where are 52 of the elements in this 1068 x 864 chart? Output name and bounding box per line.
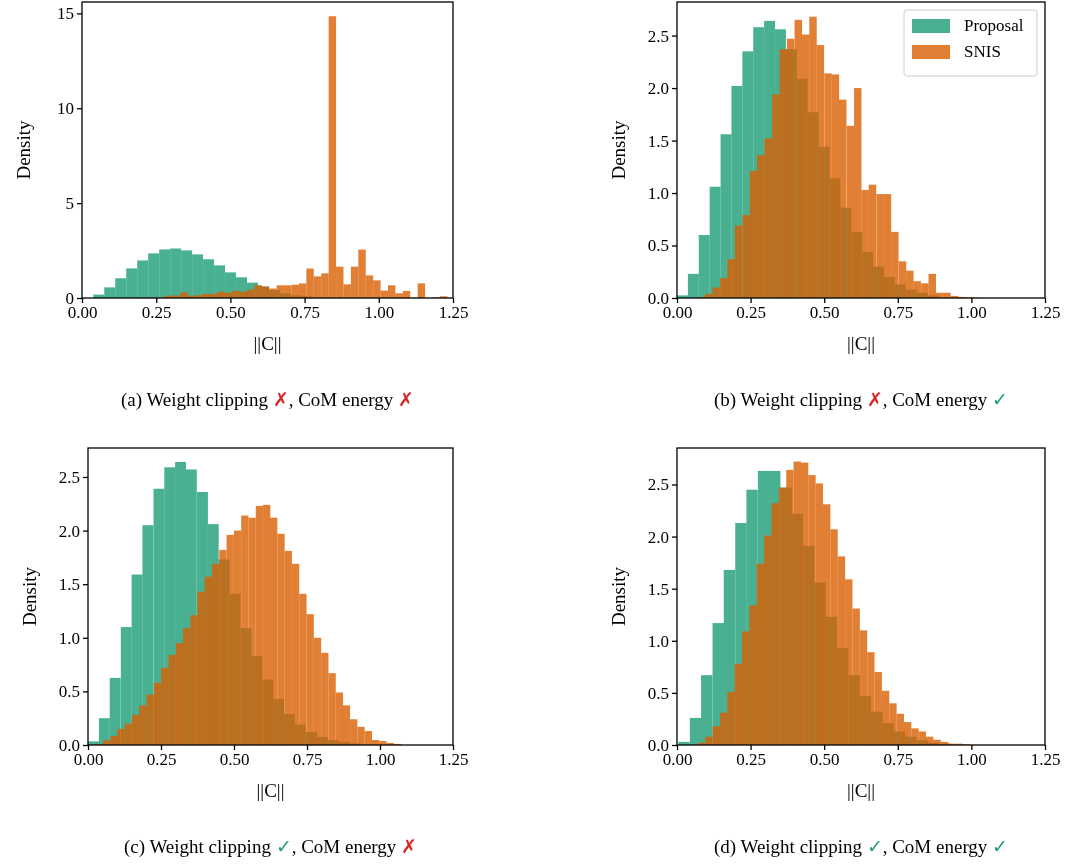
x-tick-label: 0.25 xyxy=(736,303,766,323)
y-axis-title: Density xyxy=(608,119,629,180)
y-tick-label: 1.5 xyxy=(647,131,669,151)
y-tick-label: 1.0 xyxy=(58,628,80,648)
x-tick-label: 1.00 xyxy=(957,303,987,323)
y-tick-label: 1.0 xyxy=(647,631,669,651)
y-tick-label: 15 xyxy=(57,4,74,24)
chart-title: (d) Weight clipping ✓, CoM energy ✓ xyxy=(713,836,1009,857)
x-tick-label: 1.00 xyxy=(957,750,987,770)
x-tick-label: 1.25 xyxy=(1030,303,1061,323)
y-axis-title: Density xyxy=(19,566,40,627)
x-tick-label: 0.75 xyxy=(290,303,320,323)
x-tick-label: 1.00 xyxy=(365,750,396,770)
x-tick-label: 0.75 xyxy=(883,750,914,770)
legend-label: SNIS xyxy=(964,42,1001,61)
x-tick-label: 0.50 xyxy=(219,750,250,770)
y-tick-label: 2.0 xyxy=(647,79,669,99)
x-tick-label: 0.75 xyxy=(292,750,323,770)
y-axis-title: Density xyxy=(13,119,34,180)
x-tick-label: 0.25 xyxy=(146,750,177,770)
x-axis-title: ||C|| xyxy=(256,780,285,801)
legend-label: Proposal xyxy=(964,16,1024,35)
x-tick-label: 1.25 xyxy=(438,303,469,323)
x-tick-label: 0.50 xyxy=(809,303,840,323)
x-tick-label: 0.25 xyxy=(736,750,766,770)
x-tick-label: 0.50 xyxy=(216,303,246,323)
chart-title: (a) Weight clipping ✗, CoM energy ✗ xyxy=(120,389,415,410)
x-tick-label: 1.00 xyxy=(364,303,395,323)
y-tick-label: 2.5 xyxy=(647,26,669,46)
x-tick-label: 0.75 xyxy=(883,303,914,323)
x-tick-label: 0.50 xyxy=(809,750,840,770)
x-axis-title: ||C|| xyxy=(847,780,875,801)
y-tick-label: 0.5 xyxy=(647,236,669,256)
y-tick-label: 2.5 xyxy=(58,467,80,487)
x-axis-title: ||C|| xyxy=(253,333,282,354)
chart-title: (c) Weight clipping ✓, CoM energy ✗ xyxy=(123,836,418,857)
y-axis-title: Density xyxy=(608,566,629,627)
y-tick-label: 0.5 xyxy=(58,682,80,702)
y-tick-label: 1.0 xyxy=(647,183,669,203)
chart-title: (b) Weight clipping ✗, CoM energy ✓ xyxy=(713,389,1009,410)
x-tick-label: 1.25 xyxy=(438,750,469,770)
x-tick-label: 1.25 xyxy=(1030,750,1061,770)
x-axis-title: ||C|| xyxy=(847,333,875,354)
y-tick-label: 1.5 xyxy=(58,575,80,595)
y-tick-label: 1.5 xyxy=(647,579,669,599)
y-tick-label: 2.5 xyxy=(647,475,669,495)
y-tick-label: 2.0 xyxy=(647,527,669,547)
y-tick-label: 0.5 xyxy=(647,683,669,703)
y-tick-label: 10 xyxy=(57,99,74,119)
x-tick-label: 0.25 xyxy=(141,303,172,323)
y-tick-label: 5 xyxy=(65,194,74,214)
y-tick-label: 2.0 xyxy=(58,521,80,541)
